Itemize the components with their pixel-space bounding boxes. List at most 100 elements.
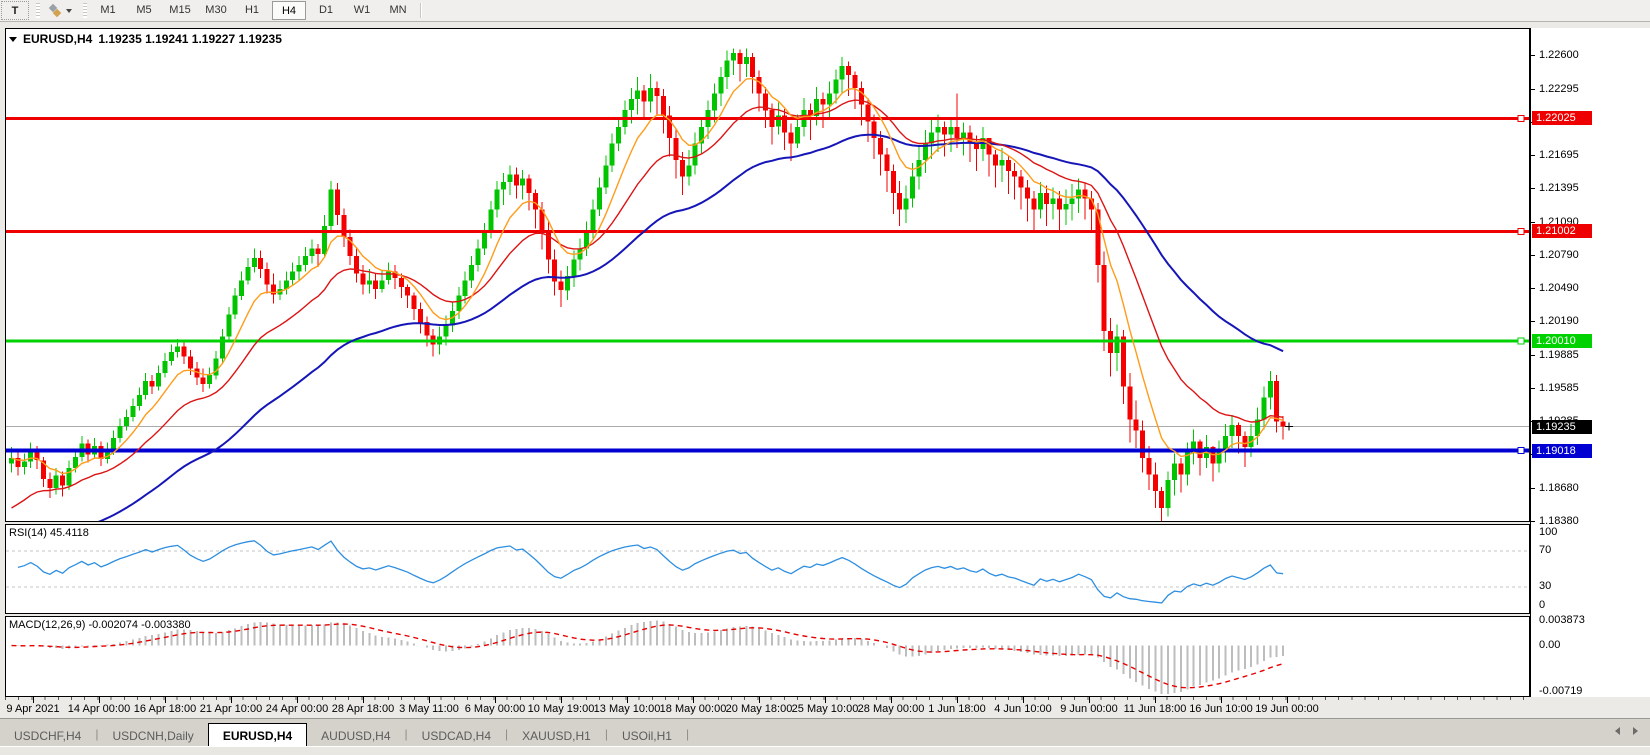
date-tick-label: 14 Apr 00:00 (67, 703, 131, 715)
timeframe-button-d1[interactable]: D1 (318, 3, 334, 16)
date-tick-mark (1287, 697, 1288, 703)
date-tick-label: 9 Jun 00:00 (1060, 703, 1118, 715)
toolbar-grip[interactable] (36, 3, 40, 18)
date-axis[interactable]: 9 Apr 2021 14 Apr 00:00 16 Apr 18:00 21 Apr… (0, 697, 1650, 718)
date-tick-mark (1155, 697, 1156, 703)
timeframe-button-m30[interactable]: M30 (205, 3, 227, 16)
level-price-label: 1.19018 (1532, 443, 1592, 458)
date-tick-label: 13 May 10:00 (593, 703, 661, 715)
toolbar-separator (420, 3, 422, 18)
chart-tab-bar: USDCHF,H4 | USDCNH,Daily EURUSD,H4 AUDUSD,H4… (0, 718, 1650, 747)
price-tick-mark (1531, 288, 1535, 289)
date-tick-label: 21 Apr 10:00 (199, 703, 263, 715)
date-tick-label: 28 May 00:00 (857, 703, 925, 715)
rsi-indicator-label: RSI(14) 45.4118 (9, 527, 89, 539)
rsi-tick-label: 30 (1539, 580, 1552, 592)
date-tick-mark (825, 697, 826, 703)
date-axis-minor-ticks (5, 697, 1530, 700)
tab-usdchf[interactable]: USDCHF,H4 (14, 729, 82, 743)
date-tick-mark (561, 697, 562, 703)
tab-separator: | (95, 727, 99, 741)
collapse-triangle-icon[interactable] (9, 36, 17, 42)
macd-pane[interactable] (5, 616, 1530, 697)
rsi-tick-label: 0 (1539, 599, 1546, 611)
price-tick-label: 1.22295 (1539, 82, 1579, 95)
rsi-tick-label: 100 (1539, 526, 1558, 538)
candlestick-chart[interactable] (6, 29, 1529, 521)
date-tick-label: 18 May 00:00 (659, 703, 727, 715)
timeframe-button-m5[interactable]: M5 (136, 3, 152, 16)
chart-ohlc-values: 1.19235 1.19241 1.19227 1.19235 (98, 32, 282, 46)
chevron-down-icon (66, 8, 72, 13)
date-tick-label: 4 Jun 10:00 (994, 703, 1052, 715)
date-tick-mark (693, 697, 694, 703)
macd-tick-label: 0.003873 (1539, 614, 1585, 626)
date-tick-mark (231, 697, 232, 703)
date-tick-mark (429, 697, 430, 703)
price-tick-label: 1.18680 (1539, 481, 1579, 494)
date-tick-mark (759, 697, 760, 703)
price-tick-label: 1.20490 (1539, 282, 1579, 294)
date-tick-mark (297, 697, 298, 703)
timeframe-button-h1[interactable]: H1 (244, 3, 260, 16)
date-tick-mark (165, 697, 166, 703)
date-tick-label: 19 Jun 00:00 (1255, 703, 1319, 715)
price-tick-label: 1.18380 (1539, 515, 1579, 527)
chart-header: EURUSD,H4 1.19235 1.19241 1.19227 1.1923… (9, 32, 282, 46)
rsi-pane[interactable] (5, 524, 1530, 614)
indicators-button[interactable] (44, 2, 76, 19)
tab-usdcnh[interactable]: USDCNH,Daily (112, 729, 194, 743)
price-chart-pane[interactable] (5, 28, 1530, 522)
indicators-icon (48, 3, 63, 18)
date-tick-label: 25 May 10:00 (791, 703, 859, 715)
bid-price-label: 1.19235 (1532, 419, 1592, 434)
date-tick-label: 1 Jun 18:00 (928, 703, 986, 715)
date-tick-mark (1221, 697, 1222, 703)
price-tick-mark (1531, 487, 1535, 489)
tab-audusd[interactable]: AUDUSD,H4 (321, 729, 391, 743)
macd-plot[interactable] (6, 617, 1529, 696)
tab-scroll-right-icon[interactable] (1633, 727, 1638, 735)
tab-separator: | (505, 727, 509, 741)
tab-separator: | (685, 727, 690, 741)
date-tick-label: 16 Jun 10:00 (1189, 703, 1253, 715)
date-tick-label: 10 May 19:00 (527, 703, 595, 715)
tab-eurusd[interactable]: EURUSD,H4 (207, 723, 308, 747)
timeframe-button-group: M1 M5 M15 M30 H1 H4 D1 W1 MN (90, 1, 416, 20)
rsi-plot[interactable] (6, 525, 1529, 613)
timeframe-button-h4[interactable]: H4 (272, 1, 306, 20)
date-tick-label: 6 May 00:00 (464, 703, 526, 715)
level-price-label: 1.22025 (1532, 111, 1592, 126)
timeframe-button-m15[interactable]: M15 (169, 3, 191, 16)
top-toolbar: T M1 M5 M15 M30 H1 H4 D1 W1 MN (0, 0, 1650, 22)
date-tick-mark (495, 697, 496, 703)
macd-tick-label: 0.00 (1539, 639, 1561, 651)
date-tick-mark (891, 697, 892, 703)
date-tick-mark (363, 697, 364, 703)
price-axis[interactable]: 1.226001.222951.219951.216951.213951.210… (1531, 28, 1650, 697)
tab-separator: | (604, 727, 608, 741)
date-tick-label: 9 Apr 2021 (6, 703, 60, 715)
price-tick-label: 1.20190 (1539, 315, 1579, 328)
price-tick-label: 1.19885 (1539, 348, 1579, 361)
date-tick-mark (627, 697, 628, 703)
date-tick-mark (33, 697, 34, 703)
text-tool-button[interactable]: T (1, 1, 29, 20)
price-tick-mark (1531, 221, 1535, 223)
timeframe-button-m1[interactable]: M1 (100, 3, 116, 16)
tab-usdcad[interactable]: USDCAD,H4 (421, 729, 492, 743)
macd-indicator-label: MACD(12,26,9) -0.002074 -0.003380 (9, 619, 191, 631)
price-tick-mark (1531, 154, 1535, 156)
tab-usoil[interactable]: USOil,H1 (621, 729, 672, 743)
timeframe-button-w1[interactable]: W1 (353, 3, 371, 16)
rsi-tick-label: 70 (1539, 544, 1552, 556)
chart-symbol-period: EURUSD,H4 (23, 32, 93, 46)
date-tick-label: 16 Apr 18:00 (133, 703, 197, 715)
tab-xauusd[interactable]: XAUUSD,H1 (522, 729, 591, 743)
price-tick-label: 1.20790 (1539, 248, 1579, 261)
timeframe-button-mn[interactable]: MN (389, 3, 407, 16)
status-bar (0, 746, 1650, 755)
tab-scroll-left-icon[interactable] (1615, 727, 1620, 735)
level-price-label: 1.21002 (1532, 224, 1592, 239)
toolbar-grip2 (83, 3, 87, 18)
